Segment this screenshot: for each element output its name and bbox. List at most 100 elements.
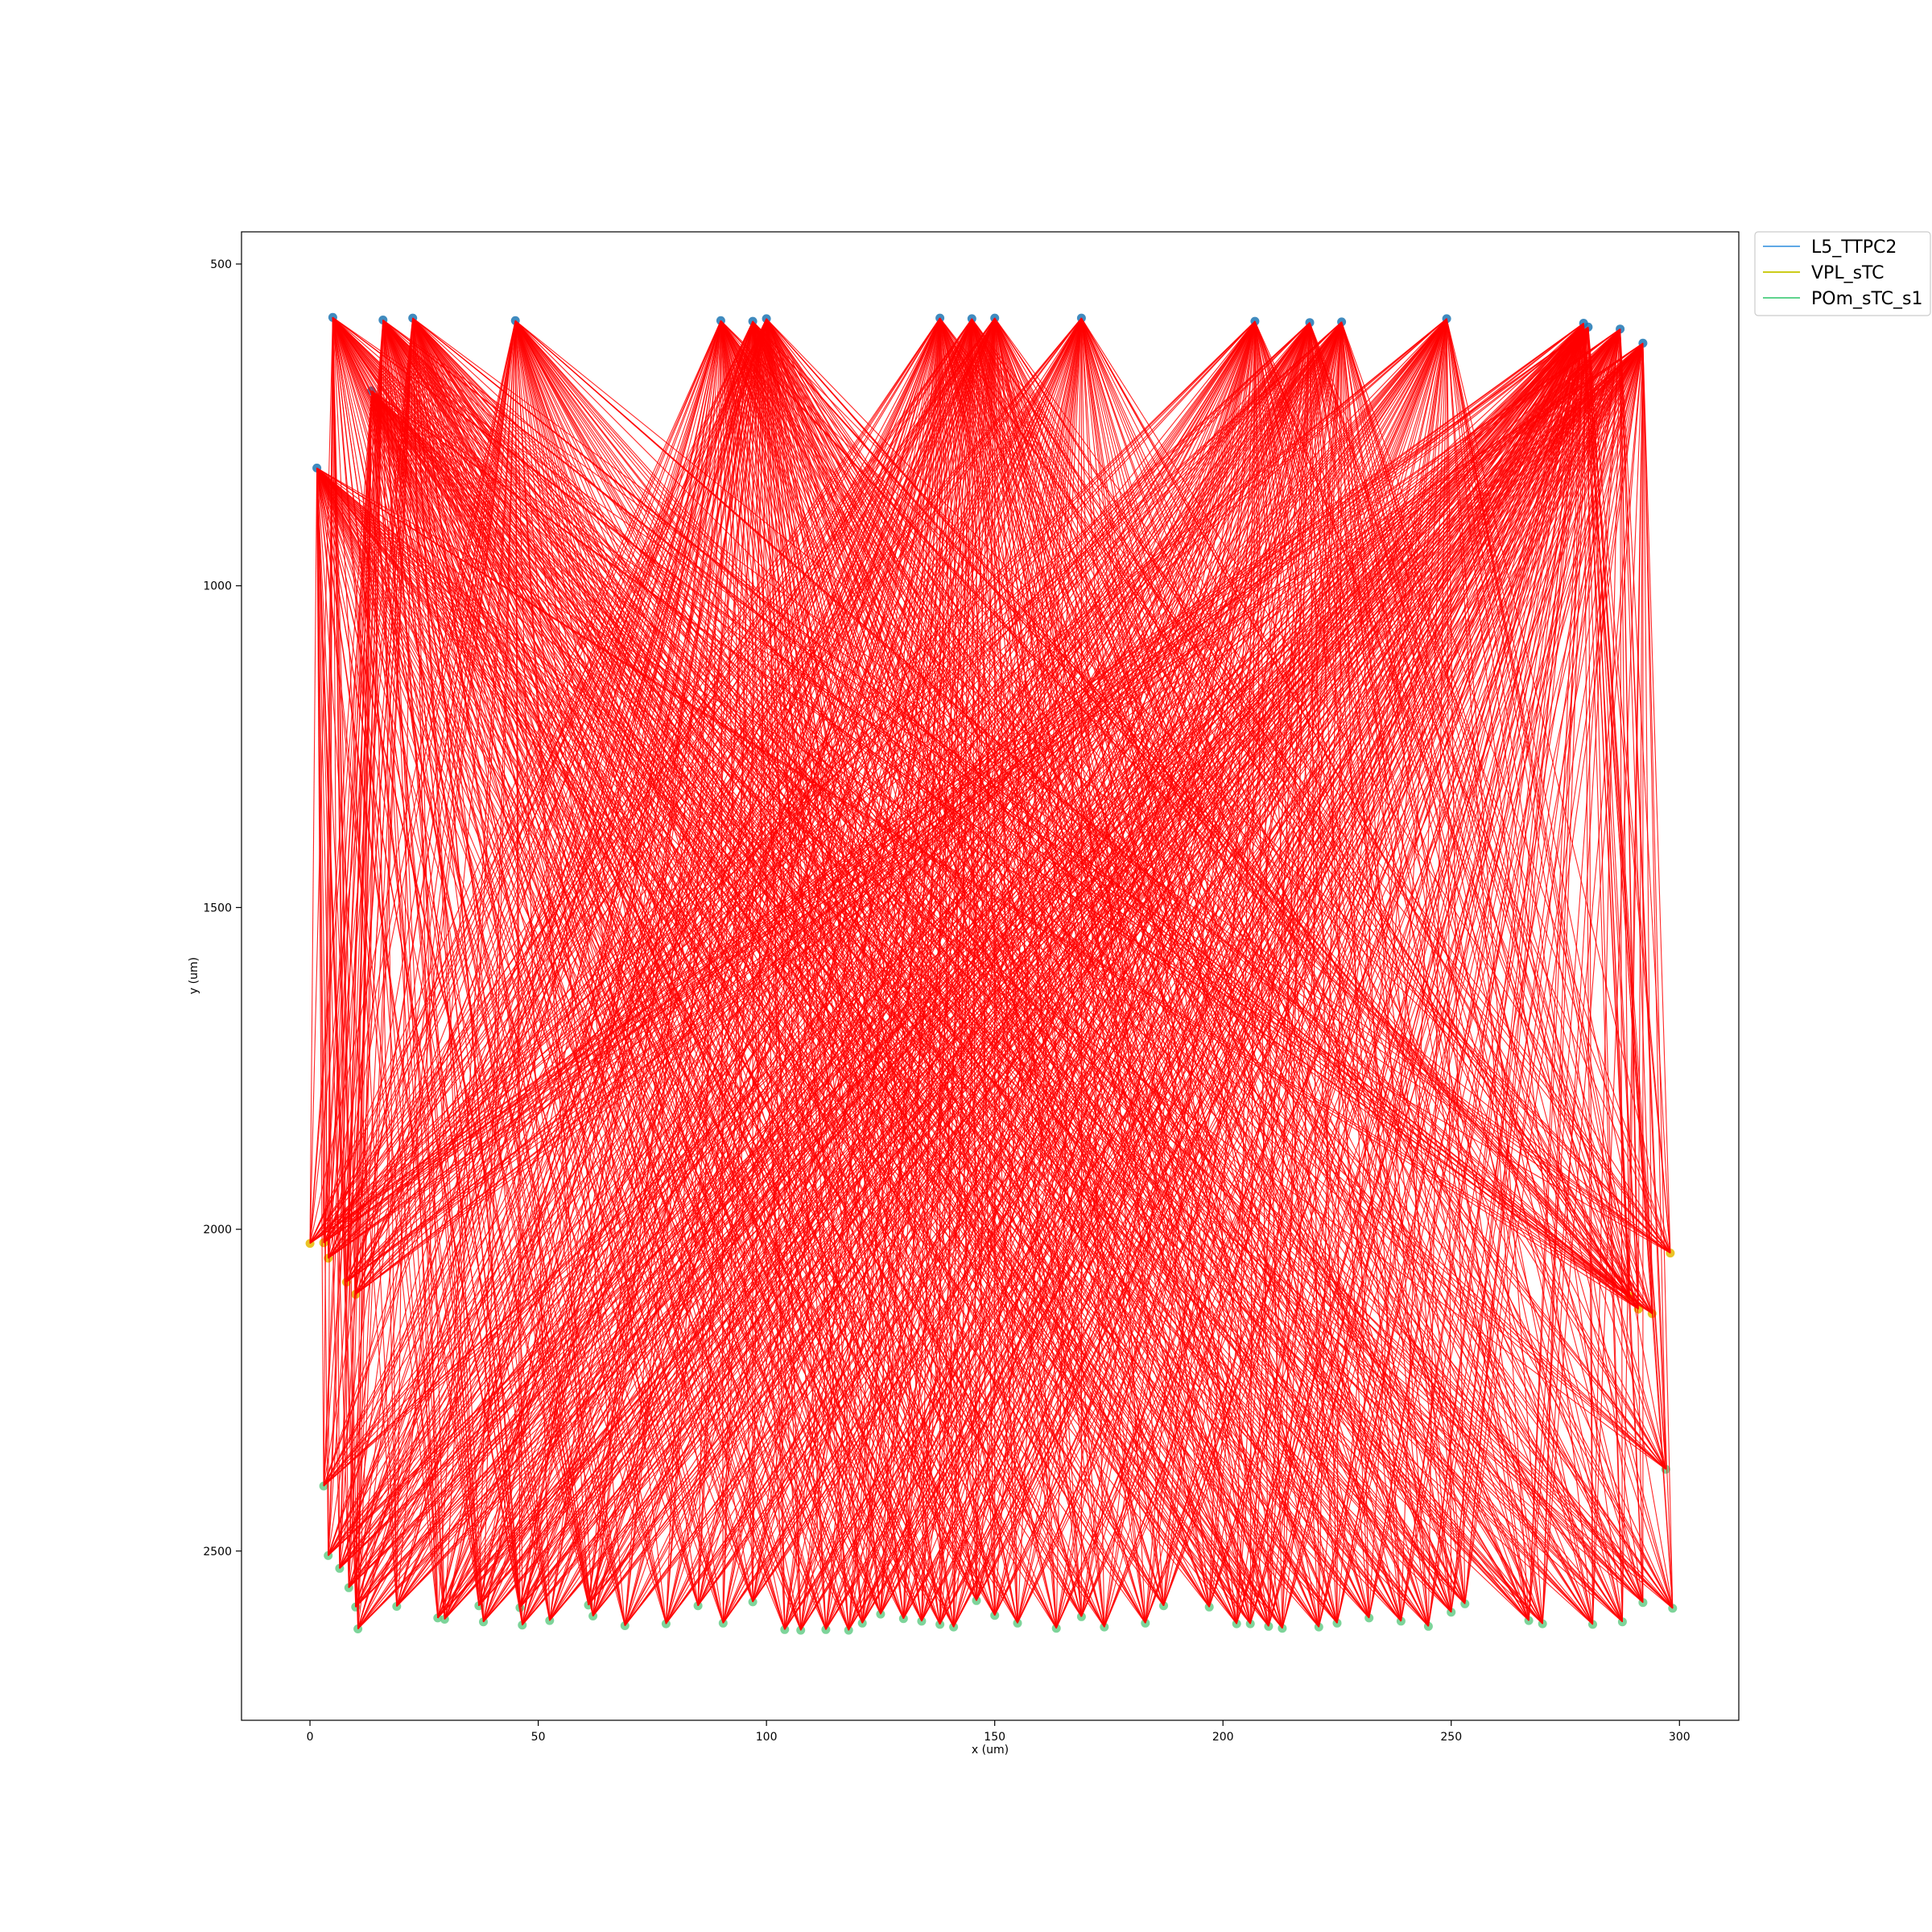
connection-line bbox=[323, 318, 1447, 1244]
connection-line bbox=[355, 320, 1256, 1295]
connection-line bbox=[1268, 343, 1644, 1627]
connection-line bbox=[323, 342, 1644, 1244]
connection-line bbox=[1208, 343, 1644, 1608]
connection-line bbox=[1055, 328, 1621, 1629]
connection-line bbox=[939, 320, 1256, 1625]
connection-line bbox=[722, 342, 1644, 1624]
connection-line bbox=[1268, 321, 1343, 1627]
connection-line bbox=[323, 390, 373, 1487]
connection-line bbox=[971, 318, 1237, 1624]
connection-line bbox=[1642, 343, 1666, 1470]
connection-line bbox=[323, 321, 1343, 1487]
connection-line bbox=[752, 318, 972, 1602]
connection-line bbox=[624, 328, 1621, 1626]
connection-line bbox=[880, 318, 941, 1615]
connection-line bbox=[478, 318, 767, 1606]
connection-line bbox=[348, 318, 972, 1588]
legend-box bbox=[1754, 231, 1931, 316]
legend-label: POm_sTC_s1 bbox=[1811, 289, 1922, 309]
connection-line bbox=[549, 322, 1311, 1621]
connection-line bbox=[309, 342, 1644, 1245]
connection-line bbox=[346, 320, 1256, 1282]
y-axis-label: y (um) bbox=[188, 957, 200, 994]
connection-line bbox=[697, 318, 767, 1606]
connection-line bbox=[412, 317, 667, 1624]
connection-line bbox=[323, 326, 1589, 1487]
connection-line bbox=[328, 317, 333, 1556]
connection-line bbox=[332, 317, 594, 1616]
connection-line bbox=[371, 390, 827, 1630]
connection-line bbox=[1145, 322, 1311, 1624]
connection-line bbox=[412, 318, 594, 1616]
connection-line bbox=[323, 317, 333, 1487]
connection-line bbox=[1080, 318, 1165, 1606]
connection-line bbox=[1620, 328, 1644, 1603]
connection-line bbox=[357, 317, 1082, 1629]
connection-line bbox=[371, 390, 786, 1630]
connection-line bbox=[323, 317, 941, 1487]
connection-line bbox=[720, 320, 904, 1619]
connection-line bbox=[339, 320, 721, 1569]
connection-line bbox=[323, 320, 1256, 1244]
connection-line bbox=[328, 328, 1620, 1259]
connection-line bbox=[444, 326, 1589, 1620]
connection-line bbox=[412, 317, 1082, 1617]
connection-line bbox=[328, 328, 1620, 1556]
connection-line bbox=[1055, 327, 1589, 1629]
connection-line bbox=[720, 320, 1452, 1612]
connection-line bbox=[848, 318, 996, 1631]
connection-line bbox=[1208, 321, 1343, 1608]
connection-line bbox=[1080, 318, 1237, 1624]
connection-line bbox=[339, 342, 1644, 1569]
connection-line bbox=[355, 320, 384, 1608]
connection-line bbox=[323, 318, 972, 1244]
connection-line bbox=[357, 342, 1644, 1629]
connection-line bbox=[939, 318, 1057, 1629]
connection-line bbox=[437, 321, 1343, 1619]
connection-line bbox=[339, 323, 1584, 1569]
connection-line bbox=[348, 326, 1589, 1588]
connection-line bbox=[825, 318, 996, 1630]
connection-line bbox=[309, 320, 1256, 1244]
connection-lines bbox=[309, 316, 1674, 1631]
connection-line bbox=[592, 321, 1343, 1616]
connection-line bbox=[355, 328, 1620, 1295]
connection-line bbox=[309, 317, 1082, 1244]
connection-line bbox=[720, 320, 1165, 1606]
connection-line bbox=[921, 323, 1584, 1622]
connection-line bbox=[328, 326, 1589, 1556]
connection-line bbox=[323, 320, 753, 1487]
connection-line bbox=[357, 318, 767, 1629]
x-tick-label: 200 bbox=[1212, 1731, 1234, 1744]
connection-line bbox=[1427, 343, 1644, 1627]
connection-line bbox=[1336, 328, 1621, 1624]
connection-line bbox=[339, 322, 1311, 1569]
connection-line bbox=[800, 328, 1621, 1631]
connection-line bbox=[752, 321, 786, 1630]
connection-line bbox=[1583, 323, 1623, 1622]
connection-line bbox=[971, 318, 1644, 1603]
connection-line bbox=[323, 390, 373, 1243]
connection-line bbox=[328, 318, 414, 1259]
connection-line bbox=[345, 318, 767, 1282]
connection-line bbox=[697, 320, 1256, 1606]
connection-line bbox=[339, 318, 1447, 1569]
connection-line bbox=[1637, 343, 1644, 1310]
connection-line bbox=[825, 318, 1447, 1630]
connection-line bbox=[880, 320, 1256, 1615]
connection-line bbox=[339, 320, 753, 1569]
connection-line bbox=[902, 327, 1589, 1619]
connection-line bbox=[309, 317, 941, 1244]
connection-line bbox=[437, 318, 1447, 1619]
connection-line bbox=[332, 316, 1644, 1604]
connection-line bbox=[861, 343, 1644, 1624]
connection-line bbox=[976, 343, 1644, 1601]
connection-line bbox=[1583, 323, 1674, 1608]
connection-line bbox=[478, 328, 1621, 1607]
connection-line bbox=[1336, 327, 1589, 1624]
connection-line bbox=[722, 318, 767, 1624]
connection-line bbox=[328, 342, 1644, 1556]
connection-line bbox=[1368, 323, 1584, 1618]
connection-line bbox=[624, 318, 1447, 1626]
connection-line bbox=[848, 323, 1584, 1631]
